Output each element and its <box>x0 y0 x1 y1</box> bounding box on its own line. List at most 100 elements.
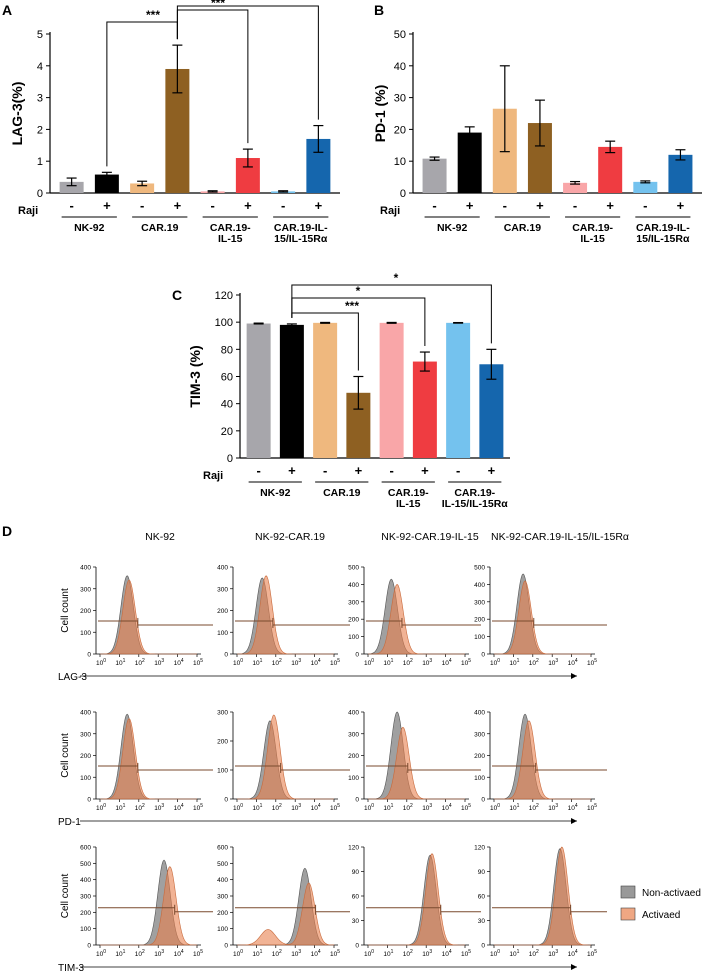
histogram-non-activated <box>494 848 591 946</box>
hist-x-tick-label: 104 <box>311 949 321 958</box>
significance-label: *** <box>146 8 160 22</box>
significance-bracket <box>176 5 319 120</box>
hist-y-tick-label: 400 <box>80 877 91 884</box>
y-tick-label: 4 <box>37 61 43 73</box>
hist-y-tick-label: 300 <box>80 894 91 901</box>
hist-y-tick-label: 0 <box>481 943 485 950</box>
hist-x-tick-exponent: 0 <box>240 803 243 809</box>
hist-x-tick-exponent: 1 <box>391 949 394 955</box>
hist-x-tick-exponent: 0 <box>371 803 374 809</box>
histogram-non-activated <box>368 711 465 800</box>
bar <box>422 158 447 193</box>
marker-axis-arrow <box>571 964 577 970</box>
significance-label: *** <box>211 0 225 10</box>
hist-x-tick-exponent: 2 <box>279 949 282 955</box>
histogram-non-activated <box>100 859 197 946</box>
group-label: NK-92 <box>260 487 291 499</box>
hist-x-tick-exponent: 0 <box>497 803 500 809</box>
y-tick-label: 3 <box>37 93 43 105</box>
hist-x-tick-label: 102 <box>529 658 539 667</box>
hist-y-tick-label: 300 <box>80 586 91 593</box>
raji-sign: + <box>606 198 614 213</box>
hist-x-tick-label: 102 <box>135 949 145 958</box>
hist-x-tick-exponent: 3 <box>555 949 558 955</box>
hist-y-tick-label: 0 <box>224 652 228 659</box>
hist-x-tick-label: 103 <box>291 803 301 812</box>
histogram-non-activated <box>99 713 197 800</box>
hist-x-tick-exponent: 4 <box>449 658 452 664</box>
hist-x-tick-exponent: 5 <box>468 803 471 809</box>
hist-x-tick-label: 100 <box>490 803 500 812</box>
hist-x-tick-exponent: 0 <box>240 658 243 664</box>
y-tick-label: 10 <box>394 156 406 168</box>
y-axis-label: Cell count <box>60 733 71 778</box>
hist-x-tick-exponent: 4 <box>318 803 321 809</box>
hist-x-tick-exponent: 1 <box>517 949 520 955</box>
raji-label: Raji <box>203 470 223 482</box>
hist-x-tick-label: 103 <box>548 803 558 812</box>
bar <box>446 322 471 458</box>
hist-x-tick-exponent: 1 <box>123 803 126 809</box>
hist-x-tick-exponent: 3 <box>429 949 432 955</box>
raji-sign: - <box>140 198 144 213</box>
group-label: CAR.19- <box>454 487 495 499</box>
hist-x-tick-label: 103 <box>422 803 432 812</box>
hist-x-tick-label: 103 <box>548 658 558 667</box>
hist-x-tick-label: 105 <box>461 803 471 812</box>
hist-y-tick-label: 0 <box>355 943 359 950</box>
bar <box>379 322 404 458</box>
marker-label: TIM-3 <box>58 963 85 974</box>
bar <box>130 183 155 193</box>
hist-x-tick-label: 105 <box>193 658 203 667</box>
y-tick-label: 40 <box>394 61 406 73</box>
panel-letter-d: D <box>2 523 12 539</box>
group-label: IL-15 <box>218 233 243 245</box>
hist-x-tick-exponent: 3 <box>298 658 301 664</box>
hist-x-tick-label: 105 <box>587 949 597 958</box>
hist-x-tick-exponent: 2 <box>536 803 539 809</box>
hist-x-tick-label: 100 <box>490 658 500 667</box>
hist-x-tick-exponent: 5 <box>468 949 471 955</box>
column-title: NK-92-CAR.19-IL-15/IL-15Rα <box>491 531 629 543</box>
hist-x-tick-label: 101 <box>383 803 393 812</box>
hist-x-tick-label: 103 <box>422 658 432 667</box>
hist-x-tick-exponent: 0 <box>497 949 500 955</box>
hist-x-tick-exponent: 0 <box>371 658 374 664</box>
hist-x-tick-exponent: 4 <box>181 949 184 955</box>
hist-x-tick-label: 101 <box>115 949 125 958</box>
hist-x-tick-exponent: 2 <box>410 658 413 664</box>
hist-x-tick-label: 105 <box>330 803 340 812</box>
bar <box>563 182 588 193</box>
hist-y-tick-label: 200 <box>474 617 485 624</box>
hist-x-tick-label: 104 <box>174 658 184 667</box>
hist-y-tick-label: 600 <box>217 845 228 852</box>
hist-x-tick-exponent: 3 <box>555 803 558 809</box>
significance-label: * <box>356 284 361 298</box>
raji-label: Raji <box>380 205 400 217</box>
y-tick-label: 0 <box>400 188 406 200</box>
raji-sign: - <box>210 198 214 213</box>
hist-y-tick-label: 100 <box>348 634 359 641</box>
hist-y-tick-label: 100 <box>348 775 359 782</box>
y-tick-label: 80 <box>221 344 233 356</box>
panel-letter-a: A <box>2 2 12 18</box>
hist-x-tick-label: 101 <box>509 803 519 812</box>
hist-x-tick-exponent: 3 <box>161 949 164 955</box>
hist-y-tick-label: 120 <box>348 845 359 852</box>
hist-y-tick-label: 400 <box>80 565 91 572</box>
hist-x-tick-label: 102 <box>403 658 413 667</box>
raji-sign: + <box>677 198 685 213</box>
hist-x-tick-exponent: 3 <box>429 658 432 664</box>
histogram-non-activated <box>367 578 465 655</box>
histogram-activated <box>237 575 334 655</box>
hist-x-tick-label: 102 <box>272 949 282 958</box>
hist-x-tick-label: 104 <box>174 949 184 958</box>
y-axis-label: TIM-3 (%) <box>187 345 203 407</box>
hist-x-tick-exponent: 4 <box>575 658 578 664</box>
histogram-non-activated <box>494 573 591 655</box>
bar <box>598 146 623 193</box>
hist-x-tick-label: 103 <box>154 803 164 812</box>
hist-x-tick-label: 101 <box>383 658 393 667</box>
marker-label: PD-1 <box>58 817 81 828</box>
hist-x-tick-exponent: 2 <box>142 949 145 955</box>
